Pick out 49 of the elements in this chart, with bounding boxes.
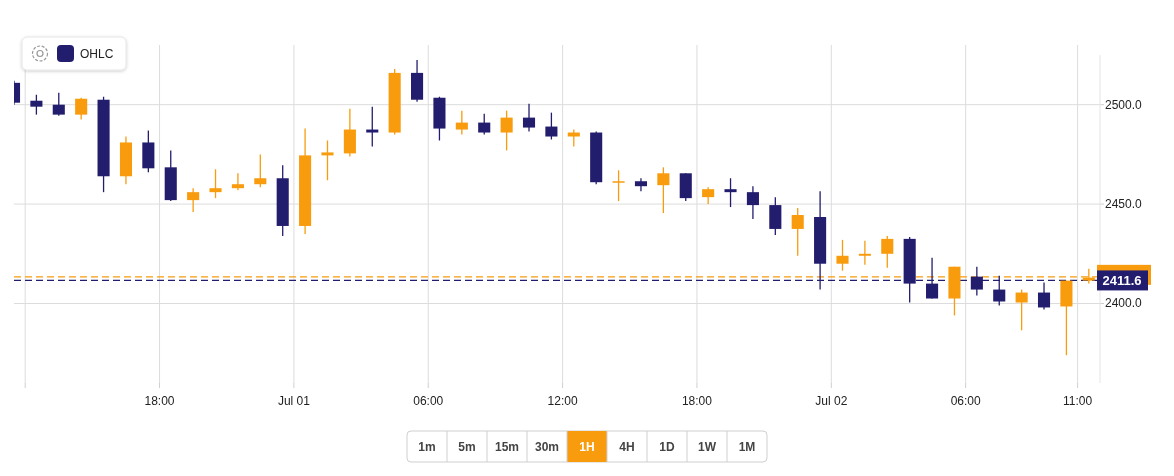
text: 4H xyxy=(619,440,635,454)
candlestick xyxy=(657,166,670,214)
x-tick-label: 18:00 xyxy=(681,394,713,408)
candlestick xyxy=(634,177,648,192)
legend-label: OHLC xyxy=(80,47,114,61)
candlestick xyxy=(612,169,625,202)
y-tick-label: 2500.0 xyxy=(1105,97,1143,112)
candlestick xyxy=(187,187,200,213)
text: 1M xyxy=(738,440,756,454)
candlestick xyxy=(321,139,334,181)
x-tick-label: Jul 02 xyxy=(815,394,848,408)
candlestick xyxy=(52,92,65,117)
candlestick xyxy=(836,239,849,272)
text: 5m xyxy=(458,440,476,454)
candlestick xyxy=(500,110,513,152)
candlestick xyxy=(858,240,871,266)
x-tick-label: 18:00 xyxy=(144,394,175,408)
x-tick-label: 11:00 xyxy=(1063,394,1093,408)
candlestick xyxy=(522,103,536,133)
text: 30m xyxy=(534,440,560,454)
y-tick-label: 2450.0 xyxy=(1105,197,1143,212)
x-tick-label: 12:00 xyxy=(547,394,578,408)
text: 1m xyxy=(418,440,436,454)
x-tick-label: Jul 01 xyxy=(277,394,311,408)
candlestick xyxy=(545,112,558,141)
candlestick xyxy=(769,196,782,236)
candlestick xyxy=(791,207,804,257)
text: 1H xyxy=(579,440,595,454)
candlestick xyxy=(1015,288,1028,331)
candlestick xyxy=(30,94,43,116)
candlestick xyxy=(455,110,468,136)
ref-line-label: 2411.6 xyxy=(1102,273,1142,289)
candlestick xyxy=(75,97,88,121)
y-tick-label: 2400.0 xyxy=(1105,296,1143,311)
candlestick xyxy=(478,112,491,136)
candlestick xyxy=(343,108,356,158)
candlestick xyxy=(231,172,244,191)
candlestick xyxy=(209,168,222,199)
candlestick xyxy=(746,185,759,220)
candlestick xyxy=(366,106,379,148)
candlestick xyxy=(881,235,894,269)
candlestick xyxy=(254,153,267,188)
candlestick xyxy=(724,177,737,208)
candlestick xyxy=(1037,281,1051,311)
x-tick-label: 06:00 xyxy=(950,394,981,408)
x-tick-label: 06:00 xyxy=(413,394,444,408)
text: 1D xyxy=(659,440,675,454)
text: 1W xyxy=(698,440,717,454)
text: 15m xyxy=(494,440,520,454)
